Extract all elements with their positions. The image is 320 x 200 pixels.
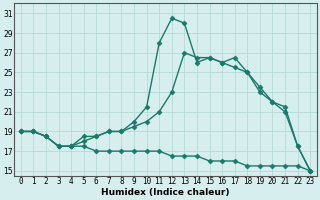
- X-axis label: Humidex (Indice chaleur): Humidex (Indice chaleur): [101, 188, 230, 197]
